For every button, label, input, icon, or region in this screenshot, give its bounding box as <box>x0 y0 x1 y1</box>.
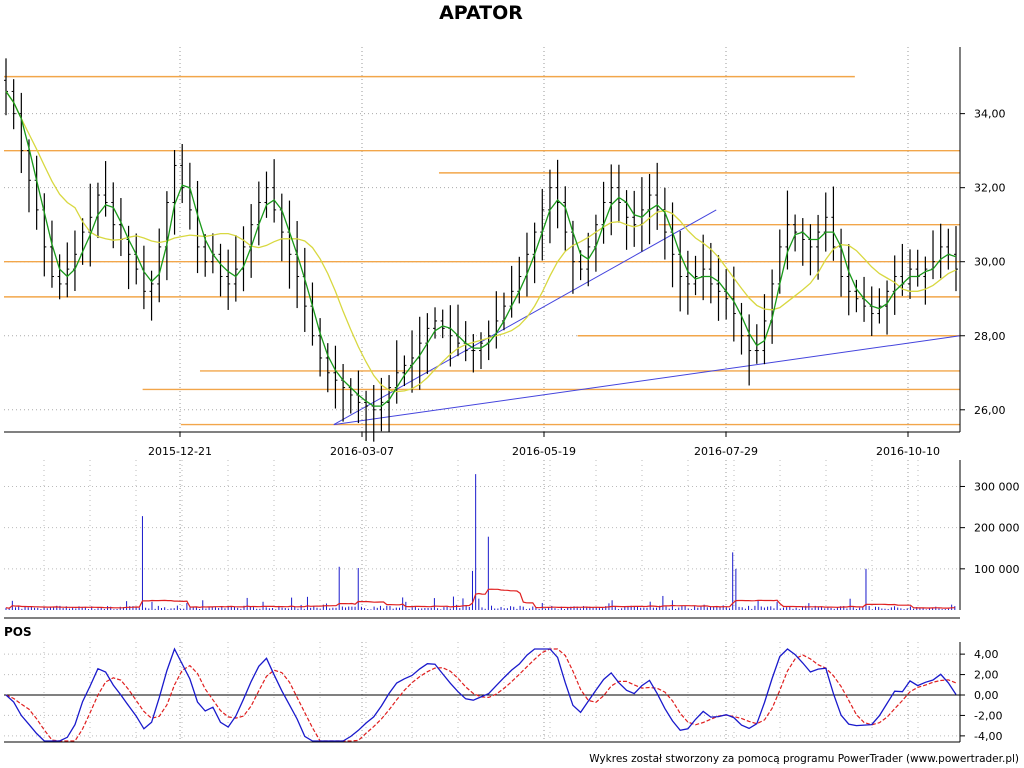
price-y-tick-label: 28,00 <box>974 330 1006 343</box>
price-x-tick-label: 2016-03-07 <box>330 445 394 458</box>
price-x-tick-label: 2016-07-29 <box>694 445 758 458</box>
price-x-tick-label: 2016-05-19 <box>512 445 576 458</box>
chart-title: APATOR <box>439 2 523 24</box>
price-y-tick-label: 26,00 <box>974 404 1006 417</box>
ma-short-line <box>5 91 957 407</box>
pos-panel-label: POS <box>4 625 32 639</box>
price-y-tick-label: 30,00 <box>974 256 1006 269</box>
price-y-tick-label: 32,00 <box>974 182 1006 195</box>
price-x-tick-label: 2016-10-10 <box>876 445 940 458</box>
pos-y-tick-label: -2,00 <box>974 709 1002 722</box>
trend-line-0 <box>333 209 717 426</box>
ma-long-line <box>5 91 957 393</box>
footer-credit: Wykres został stworzony za pomocą progra… <box>589 753 1019 765</box>
price-y-tick-label: 34,00 <box>974 108 1006 121</box>
trend-line-1 <box>333 335 961 426</box>
volume-y-tick-label: 300 000 <box>974 480 1020 493</box>
pos-y-tick-label: 2,00 <box>974 669 999 682</box>
pos-line <box>5 647 957 742</box>
pos-y-tick-label: 4,00 <box>974 648 999 661</box>
volume-y-tick-label: 100 000 <box>974 563 1020 576</box>
volume-average-line <box>5 588 955 609</box>
price-panel: 26,00 28,00 30,00 32,00 34,00 2015-12-21 2016-… <box>4 47 1006 458</box>
pos-panel: 4,00 2,00 0,00 -2,00 -4,00 <box>4 642 1002 743</box>
volume-y-tick-label: 200 000 <box>974 522 1020 535</box>
volume-panel: 100 000 200 000 300 000 <box>4 460 1020 619</box>
price-x-tick-label: 2015-12-21 <box>148 445 212 458</box>
pos-y-tick-label: 0,00 <box>974 689 999 702</box>
pos-y-tick-label: -4,00 <box>974 730 1002 743</box>
